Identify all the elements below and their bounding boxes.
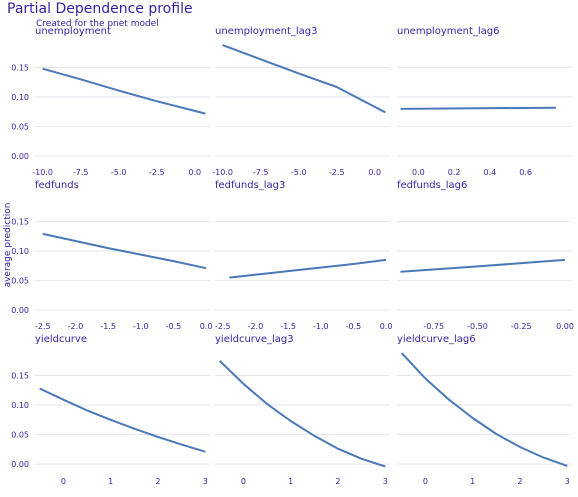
panel-title: fedfunds_lag6 — [397, 180, 467, 191]
series-line — [42, 67, 206, 115]
x-tick-label: -2.5 — [149, 168, 165, 177]
y-tick-label: 0.15 — [11, 218, 29, 227]
x-tick-label: 3 — [383, 477, 388, 486]
panel-title: yieldcurve_lag6 — [397, 334, 476, 345]
series-line — [400, 352, 568, 467]
panel-fedfunds-lag6: -0.75 -0.50 -0.25 0.00 fedfunds_lag6 — [397, 180, 574, 331]
x-tick-label: -1.0 — [313, 322, 329, 331]
x-tick-label: 0.00 — [556, 322, 574, 331]
x-tick-label: -1.0 — [133, 322, 149, 331]
x-tick-label: 0.0 — [368, 168, 381, 177]
panel-unemployment: 0.00 0.05 0.10 0.15 -10.0 -7.5 -5.0 -2.5 0.0 unem… — [11, 26, 210, 177]
x-tick-label: -2.5 — [35, 322, 51, 331]
panel-title: fedfunds_lag3 — [215, 180, 285, 191]
chart-subtitle: Created for the pnet model — [36, 19, 159, 29]
x-tick-label: -0.50 — [467, 322, 488, 331]
x-tick-label: -5.0 — [111, 168, 127, 177]
x-tick-label: -7.5 — [253, 168, 269, 177]
x-tick-label: 1 — [108, 477, 113, 486]
x-tick-label: -2.5 — [215, 322, 231, 331]
y-tick-label: 0.00 — [11, 152, 29, 161]
y-tick-label: 0.05 — [11, 123, 29, 132]
y-tick-label: 0.00 — [11, 460, 29, 469]
x-tick-label: -0.5 — [346, 322, 362, 331]
x-tick-label: 0.0 — [412, 168, 425, 177]
panel-title: unemployment_lag3 — [215, 26, 318, 37]
x-tick-label: 0.0 — [188, 168, 201, 177]
x-tick-label: 0.0 — [200, 322, 213, 331]
x-tick-label: 2 — [155, 477, 160, 486]
panel-fedfunds-lag3: -2.5 -2.0 -1.5 -1.0 -0.5 0.0 fedfunds_lag3 — [215, 180, 392, 331]
y-tick-label: 0.05 — [11, 431, 29, 440]
x-tick-label: 3 — [565, 477, 570, 486]
panel-title: unemployment_lag6 — [397, 26, 500, 37]
panel-yieldcurve-lag3: 0 1 2 3 yieldcurve_lag3 — [215, 334, 390, 486]
y-tick-label: 0.10 — [11, 401, 29, 410]
panel-title: yieldcurve — [35, 334, 87, 345]
x-tick-label: 2 — [335, 477, 340, 486]
x-tick-label: -0.5 — [166, 322, 182, 331]
x-tick-label: 0.0 — [380, 322, 393, 331]
series-line — [400, 258, 566, 273]
x-tick-label: 0.4 — [483, 168, 496, 177]
y-tick-label: 0.15 — [11, 372, 29, 381]
x-tick-label: -10.0 — [32, 168, 53, 177]
panel-yieldcurve: 0.00 0.05 0.10 0.15 0 1 2 3 yieldcurve — [11, 334, 210, 486]
panel-unemployment-lag6: 0.0 0.2 0.4 0.6 unemployment_lag6 — [397, 26, 572, 177]
x-tick-label: -7.5 — [73, 168, 89, 177]
x-tick-label: 0 — [241, 477, 246, 486]
x-tick-label: 0.6 — [519, 168, 532, 177]
y-tick-label: 0.15 — [11, 64, 29, 73]
x-tick-label: -0.75 — [423, 322, 444, 331]
panel-title: unemployment — [35, 26, 111, 37]
x-tick-label: -2.0 — [68, 322, 84, 331]
panel-yieldcurve-lag6: 0 1 2 3 yieldcurve_lag6 — [397, 334, 572, 486]
series-line — [42, 232, 207, 270]
x-tick-label: 0 — [61, 477, 66, 486]
chart-title: Partial Dependence profile — [7, 1, 193, 17]
x-tick-label: 3 — [203, 477, 208, 486]
x-tick-label: -10.0 — [212, 168, 233, 177]
x-tick-label: -5.0 — [291, 168, 307, 177]
series-line — [229, 258, 387, 279]
series-line — [39, 387, 206, 453]
y-tick-label: 0.10 — [11, 93, 29, 102]
x-tick-label: 0.2 — [448, 168, 461, 177]
series-line — [400, 106, 556, 110]
y-tick-label: 0.00 — [11, 306, 29, 315]
x-tick-label: -2.5 — [329, 168, 345, 177]
x-tick-label: 1 — [288, 477, 293, 486]
x-tick-label: -2.0 — [248, 322, 264, 331]
x-tick-label: 2 — [517, 477, 522, 486]
y-tick-label: 0.10 — [11, 247, 29, 256]
panel-title: yieldcurve_lag3 — [215, 334, 294, 345]
panel-fedfunds: 0.00 0.05 0.10 0.15 -2.5 -2.0 -1.5 -1.0 -0.5 0.0 f… — [11, 180, 212, 331]
x-tick-label: 1 — [470, 477, 475, 486]
x-tick-label: 0 — [423, 477, 428, 486]
panel-title: fedfunds — [35, 180, 79, 191]
panel-unemployment-lag3: -10.0 -7.5 -5.0 -2.5 0.0 unemployment_lag3 — [212, 26, 390, 177]
x-tick-label: -1.5 — [100, 322, 116, 331]
x-tick-label: -1.5 — [280, 322, 296, 331]
series-line — [219, 360, 386, 468]
x-tick-label: -0.25 — [511, 322, 532, 331]
series-line — [222, 44, 386, 114]
y-tick-label: 0.05 — [11, 277, 29, 286]
